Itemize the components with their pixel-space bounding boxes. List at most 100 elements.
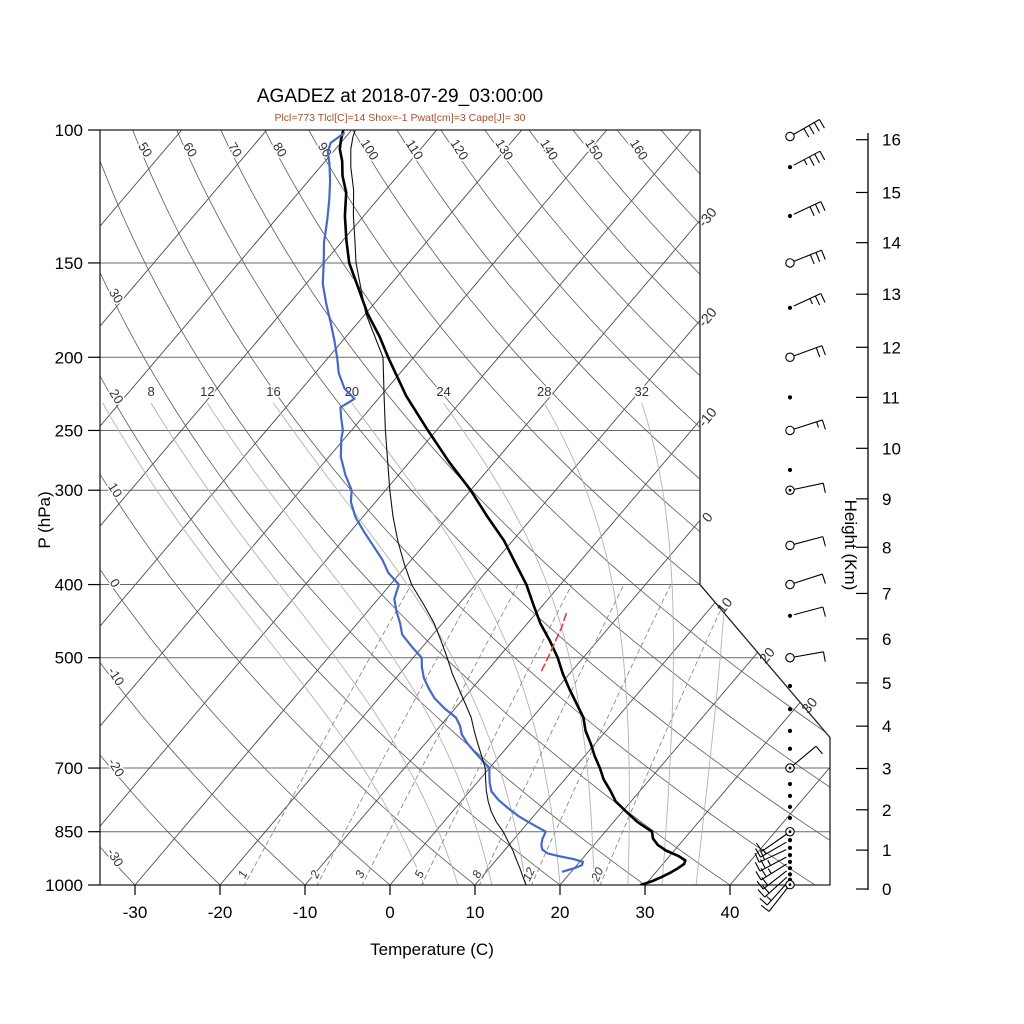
svg-text:8: 8 bbox=[148, 384, 155, 399]
isobar-lines bbox=[100, 130, 830, 885]
svg-text:30: 30 bbox=[106, 286, 126, 306]
profile-wetbulb_parcel bbox=[350, 130, 527, 885]
svg-text:80: 80 bbox=[270, 140, 290, 160]
plot-frame bbox=[99, 129, 831, 886]
wind-barb-column bbox=[754, 119, 826, 912]
skewt-background-grid bbox=[100, 130, 830, 885]
pressure-tick-label: 250 bbox=[55, 421, 83, 440]
wind-barb bbox=[754, 853, 793, 872]
height-tick-label: 2 bbox=[882, 801, 891, 820]
wind-barb bbox=[787, 201, 826, 219]
wind-barb bbox=[787, 804, 793, 809]
wind-barb bbox=[787, 781, 793, 787]
wind-barb bbox=[755, 859, 793, 881]
pressure-tick-label: 1000 bbox=[45, 876, 83, 895]
height-tick-label: 15 bbox=[882, 184, 901, 203]
height-tick-label: 5 bbox=[882, 674, 891, 693]
temperature-tick-label: -30 bbox=[123, 903, 148, 922]
pressure-tick-label: 500 bbox=[55, 649, 83, 668]
pressure-tick-label: 200 bbox=[55, 348, 83, 367]
wind-barb bbox=[785, 536, 826, 551]
svg-text:-30: -30 bbox=[104, 845, 127, 869]
pressure-tick-label: 850 bbox=[55, 823, 83, 842]
svg-text:12: 12 bbox=[200, 384, 214, 399]
sounding-indices-line: Plcl=773 Tlcl[C]=14 Shox=-1 Pwat[cm]=3 C… bbox=[274, 112, 526, 124]
temperature-tick-label: 0 bbox=[385, 903, 394, 922]
svg-text:3: 3 bbox=[352, 868, 368, 880]
wind-barb bbox=[785, 419, 826, 436]
height-tick-label: 13 bbox=[882, 285, 901, 304]
wind-barb bbox=[754, 845, 793, 863]
isotherm-lines bbox=[100, 130, 830, 885]
wind-barb bbox=[787, 793, 793, 798]
height-tick-label: 9 bbox=[882, 490, 891, 509]
svg-text:150: 150 bbox=[582, 136, 606, 162]
height-tick-label: 11 bbox=[882, 388, 900, 407]
pressure-tick-label: 400 bbox=[55, 576, 83, 595]
wind-barb bbox=[755, 837, 793, 858]
wind-barb bbox=[787, 150, 826, 170]
temperature-tick-label: 10 bbox=[466, 903, 485, 922]
profile-dewpoint bbox=[321, 132, 585, 873]
svg-text:20: 20 bbox=[345, 384, 359, 399]
sounding-profiles bbox=[321, 130, 687, 885]
grid-labels: 50 60 70 80 90 100 110 120 130 140 150 1603020100-1… bbox=[103, 135, 823, 886]
svg-text:20: 20 bbox=[106, 386, 126, 406]
wind-barb bbox=[785, 249, 826, 268]
svg-text:120: 120 bbox=[447, 136, 471, 162]
svg-text:-20: -20 bbox=[695, 304, 720, 330]
pressure-tick-label: 100 bbox=[55, 121, 83, 140]
svg-text:1: 1 bbox=[235, 868, 251, 880]
temperature-tick-label: 40 bbox=[721, 903, 740, 922]
wind-barb bbox=[787, 728, 793, 733]
wind-barb bbox=[787, 815, 793, 821]
pressure-tick-label: 300 bbox=[55, 481, 83, 500]
mixing-ratio-lines bbox=[235, 584, 733, 885]
svg-text:60: 60 bbox=[180, 140, 200, 160]
svg-text:8: 8 bbox=[469, 868, 485, 880]
svg-text:50: 50 bbox=[135, 140, 155, 160]
wind-barb bbox=[785, 573, 826, 590]
height-tick-label: 1 bbox=[882, 841, 891, 860]
wind-barb bbox=[787, 707, 793, 712]
pressure-tick-label: 150 bbox=[55, 254, 83, 273]
svg-text:20: 20 bbox=[588, 865, 607, 884]
svg-text:10: 10 bbox=[105, 480, 125, 500]
height-tick-label: 10 bbox=[882, 439, 901, 458]
wind-barb bbox=[785, 745, 823, 773]
svg-text:24: 24 bbox=[436, 384, 450, 399]
svg-text:-10: -10 bbox=[105, 664, 128, 688]
wind-barb bbox=[756, 866, 793, 890]
wind-barb bbox=[787, 683, 793, 689]
svg-text:140: 140 bbox=[537, 136, 561, 162]
height-tick-label: 3 bbox=[882, 760, 891, 779]
height-tick-label: 14 bbox=[882, 234, 901, 253]
temperature-tick-label: 30 bbox=[636, 903, 655, 922]
svg-text:110: 110 bbox=[403, 137, 427, 163]
temperature-axis-label: Temperature (C) bbox=[370, 940, 494, 959]
profile-temperature bbox=[338, 130, 687, 885]
wind-barb bbox=[785, 119, 825, 142]
svg-text:0: 0 bbox=[699, 509, 716, 525]
wind-barb bbox=[755, 826, 795, 852]
wind-barb bbox=[760, 879, 795, 912]
svg-text:100: 100 bbox=[358, 136, 382, 162]
profile-cape_parcel_segment bbox=[540, 611, 568, 672]
wind-barb bbox=[787, 746, 793, 751]
svg-text:16: 16 bbox=[266, 384, 280, 399]
dry-adiabat-lines bbox=[100, 130, 830, 885]
svg-text:-20: -20 bbox=[105, 756, 128, 780]
height-tick-label: 8 bbox=[882, 538, 891, 557]
wind-barb bbox=[787, 467, 793, 473]
svg-text:5: 5 bbox=[412, 868, 428, 880]
svg-text:-30: -30 bbox=[695, 204, 720, 230]
height-tick-label: 16 bbox=[882, 131, 901, 150]
temperature-tick-label: -20 bbox=[208, 903, 233, 922]
wind-barb bbox=[787, 395, 793, 400]
svg-text:32: 32 bbox=[635, 384, 649, 399]
wind-barb bbox=[785, 651, 826, 663]
svg-text:160: 160 bbox=[627, 136, 651, 162]
